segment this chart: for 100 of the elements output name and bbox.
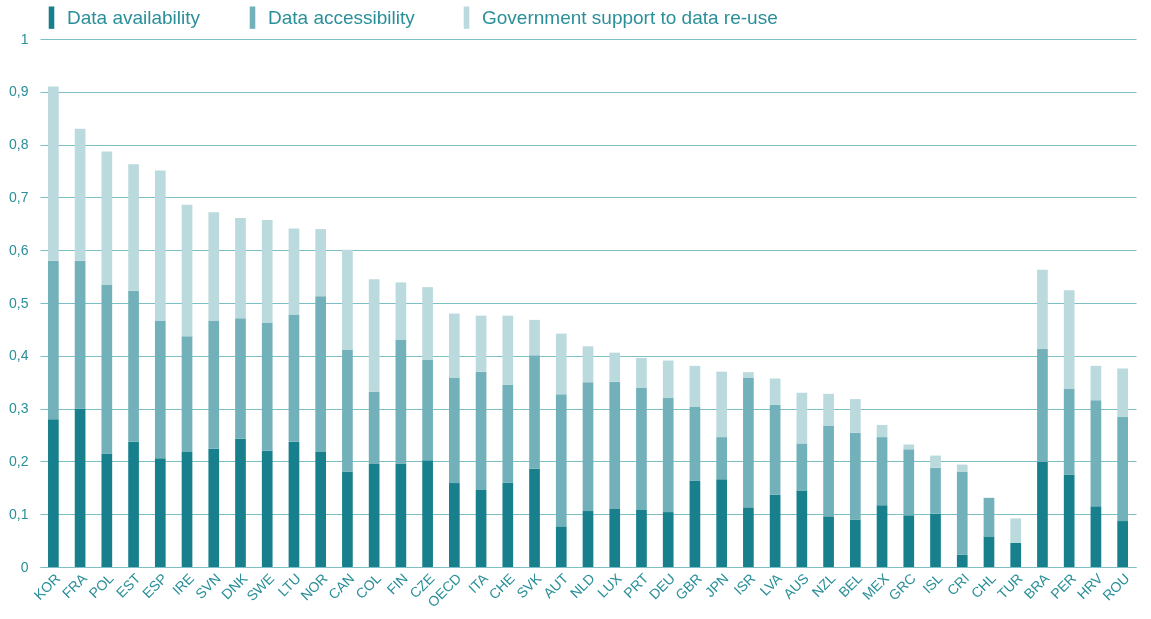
- bar: [529, 319, 540, 356]
- bar: [1117, 521, 1128, 567]
- bar: [529, 468, 540, 567]
- bar: [876, 505, 888, 567]
- y-tick-label: 0,7: [9, 188, 29, 205]
- bar: [849, 399, 861, 433]
- x-tick-label: CRI: [943, 570, 973, 599]
- bar: [342, 349, 353, 472]
- y-tick-label: 1: [20, 30, 29, 47]
- bar: [235, 438, 246, 567]
- bar: [689, 480, 701, 567]
- bar: [475, 371, 487, 490]
- bar: [636, 509, 647, 567]
- bar: [368, 464, 380, 567]
- bar: [261, 322, 273, 451]
- bar: [743, 372, 754, 378]
- y-tick-label: 0,1: [9, 505, 29, 522]
- bar: [48, 419, 59, 567]
- bar: [502, 482, 514, 567]
- x-tick-label: ISR: [730, 570, 759, 598]
- bar: [930, 455, 941, 468]
- bar: [422, 359, 433, 461]
- y-tick-label: 0,2: [9, 452, 29, 469]
- bar: [956, 464, 968, 472]
- bar: [796, 443, 808, 491]
- bar: [395, 463, 407, 567]
- bar: [48, 260, 59, 420]
- bar: [796, 490, 808, 567]
- bar: [930, 467, 941, 514]
- bar: [555, 394, 567, 527]
- bar: [181, 204, 193, 337]
- bar: [956, 471, 968, 555]
- bar: [101, 151, 113, 285]
- bar: [1117, 368, 1128, 418]
- bar: [849, 432, 861, 520]
- bar: [449, 377, 460, 484]
- bar: [930, 513, 941, 567]
- bar: [609, 352, 621, 382]
- bar: [1010, 542, 1022, 567]
- bar: [74, 260, 86, 409]
- bar: [502, 315, 514, 385]
- bar: [128, 290, 139, 442]
- bar: [609, 508, 621, 567]
- bar: [342, 249, 353, 350]
- bar: [662, 398, 674, 513]
- bar: [235, 318, 246, 439]
- bar: [101, 284, 113, 454]
- bar: [849, 519, 861, 567]
- bar: [743, 377, 754, 508]
- bar: [208, 448, 220, 567]
- y-tick-label: 0,8: [9, 136, 29, 153]
- bar: [128, 164, 139, 291]
- x-tick-label: NZL: [808, 569, 839, 601]
- bar: [315, 229, 327, 297]
- bar: [449, 483, 460, 567]
- bar: [636, 357, 647, 388]
- x-tick-label: IRE: [169, 570, 197, 598]
- legend-label: Data availability: [67, 6, 201, 28]
- bar: [582, 511, 594, 567]
- bar: [288, 441, 300, 567]
- y-tick-label: 0,9: [9, 83, 29, 100]
- bar: [208, 320, 220, 449]
- bar: [876, 424, 888, 438]
- bar: [1117, 417, 1128, 522]
- bar: [154, 458, 166, 567]
- bar: [475, 315, 487, 372]
- bar: [769, 494, 781, 567]
- bar: [101, 453, 113, 567]
- bar: [582, 346, 594, 383]
- y-tick-label: 0: [20, 558, 29, 575]
- bar: [716, 371, 727, 438]
- bar: [128, 441, 139, 567]
- bar: [181, 336, 193, 452]
- y-tick-label: 0,5: [9, 294, 29, 311]
- bar: [769, 404, 781, 495]
- bar: [1037, 461, 1048, 567]
- bar: [689, 407, 701, 481]
- bar: [74, 128, 86, 261]
- bar: [1063, 389, 1075, 475]
- bar: [1090, 400, 1102, 507]
- bar: [823, 393, 834, 426]
- bar: [475, 489, 487, 567]
- bar: [1063, 474, 1075, 567]
- y-tick-label: 0,3: [9, 400, 29, 417]
- bar: [903, 515, 915, 567]
- bar: [208, 212, 220, 321]
- bar: [1063, 290, 1075, 390]
- bar: [555, 526, 567, 567]
- bar: [315, 451, 327, 567]
- x-tick-label: LVA: [756, 569, 786, 599]
- bar: [983, 536, 995, 567]
- bar: [582, 382, 594, 512]
- bar: [1037, 269, 1048, 349]
- x-tick-label: ISL: [919, 569, 946, 597]
- y-tick-label: 0,6: [9, 241, 29, 258]
- bar: [716, 479, 727, 567]
- bar: [662, 512, 674, 567]
- bar: [636, 387, 647, 510]
- bar: [288, 228, 300, 315]
- bar: [555, 333, 567, 395]
